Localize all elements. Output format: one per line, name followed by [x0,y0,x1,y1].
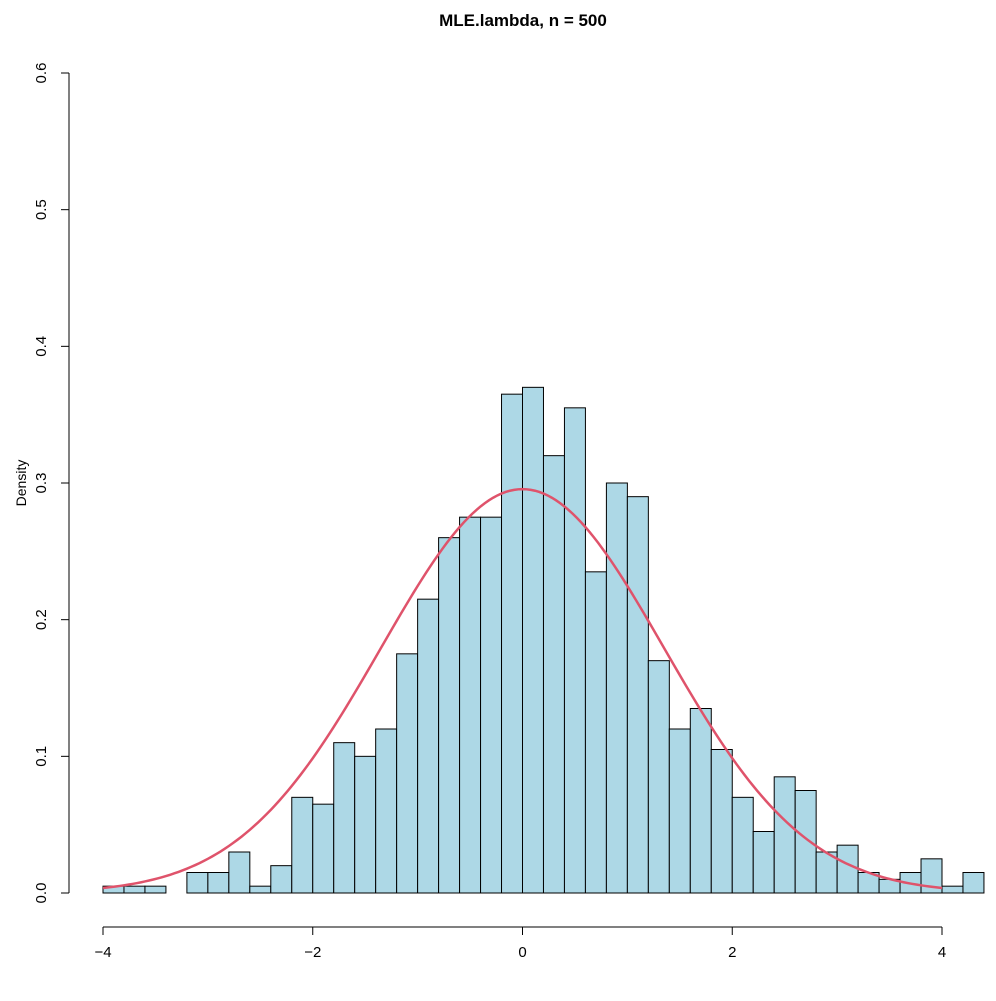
histogram-bar [207,872,230,894]
histogram-bar [836,844,859,894]
histogram-bar [710,749,733,894]
density-curve-group [102,487,943,890]
y-tick-label: 0.5 [33,199,50,220]
y-tick-label: 0.0 [33,883,50,904]
histogram-bar [459,516,482,894]
histogram-bar [584,571,607,894]
histogram-bar [689,708,712,894]
x-axis: −4 −2 0 2 4 [94,926,946,961]
histogram-bar [312,803,335,894]
histogram-bar [794,790,817,894]
histogram-bar [249,885,272,894]
x-tick-label: 0 [518,944,526,961]
y-tick-label: 0.2 [33,609,50,630]
histogram-bar [270,865,293,894]
histogram-bar [941,885,964,894]
histogram-bar [123,885,146,894]
x-tick-label: 4 [938,944,946,961]
histogram-bar [563,407,586,894]
histogram-bar [396,653,419,894]
y-axis: 0.0 0.1 0.2 0.3 0.4 0.5 0.6 [33,63,70,904]
histogram-bar [752,831,775,894]
y-tick-label: 0.3 [33,473,50,494]
histogram-bar [920,858,943,894]
histogram-bar [354,755,377,894]
chart-title: MLE.lambda, n = 500 [439,11,607,30]
x-tick-label: 2 [728,944,736,961]
histogram-bar [417,598,440,894]
histogram-bar [647,660,670,894]
histogram-bar [962,872,985,894]
histogram-bar [522,386,544,894]
y-tick-label: 0.1 [33,746,50,767]
histogram-bar [605,482,628,894]
histogram-bar [291,796,314,894]
histogram-bar [773,776,796,894]
y-tick-label: 0.6 [33,63,50,84]
x-tick-label: −2 [304,944,321,961]
histogram-bar [333,742,356,894]
histogram-bar [626,496,649,894]
histogram-bar [186,872,209,894]
histogram-bar [668,728,691,894]
histogram-bar [228,851,251,894]
y-tick-label: 0.4 [33,336,50,357]
histogram-bar [438,537,461,894]
histogram-bar [480,516,503,894]
x-tick-label: −4 [94,944,111,961]
histogram-bar [144,885,167,894]
histogram-bar [375,728,398,894]
density-curve [102,487,943,890]
y-axis-label: Density [13,460,29,507]
bars-group [102,386,985,894]
histogram-bar [542,455,565,894]
histogram-bar [501,393,523,894]
histogram-bar [731,796,754,894]
